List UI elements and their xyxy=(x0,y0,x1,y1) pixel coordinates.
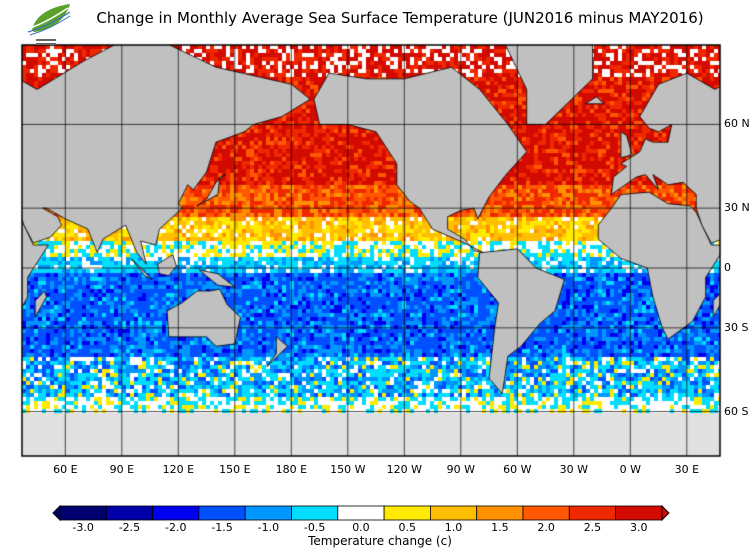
colorbar-tick-label: 2.5 xyxy=(583,521,602,534)
longitude-label: 90 W xyxy=(446,463,475,476)
longitude-label: 0 W xyxy=(619,463,641,476)
colorbar-low-arrow xyxy=(52,504,61,522)
longitude-label: 60 W xyxy=(503,463,532,476)
longitude-label: 150 W xyxy=(330,463,366,476)
longitude-label: 90 E xyxy=(109,463,135,476)
colorbar-swatch xyxy=(244,505,292,521)
longitude-label: 180 E xyxy=(275,463,308,476)
colorbar-tick-label: -1.0 xyxy=(257,521,280,534)
colorbar-tick-label: 3.0 xyxy=(630,521,648,534)
latitude-label: 30 N xyxy=(724,201,750,215)
longitude-label: 120 W xyxy=(386,463,422,476)
colorbar-swatch xyxy=(105,505,154,521)
colorbar-swatch xyxy=(337,505,385,521)
colorbar-swatch xyxy=(383,505,431,521)
colorbar-swatch xyxy=(59,505,107,521)
colorbar-tick-label: 2.0 xyxy=(537,521,555,534)
longitude-label: 120 E xyxy=(162,463,195,476)
colorbar-high-arrow xyxy=(661,504,670,522)
colorbar-tick-label: -0.5 xyxy=(303,521,326,534)
longitude-label: 150 E xyxy=(219,463,251,476)
latitude-label: 30 S xyxy=(724,320,749,334)
colorbar-tick-label: 0.5 xyxy=(398,521,417,534)
latitude-label: 0 xyxy=(724,261,731,274)
colorbar-tick-label: 1.0 xyxy=(444,521,463,534)
colorbar-tick-label: 0.0 xyxy=(352,521,370,534)
colorbar-swatch xyxy=(568,505,616,521)
colorbar-tick-label: 1.5 xyxy=(491,521,509,534)
colorbar-swatch xyxy=(198,505,246,521)
colorbar-swatch xyxy=(476,505,524,521)
colorbar-tick-label: -2.5 xyxy=(118,521,141,534)
colorbar-tick-label: -1.5 xyxy=(211,521,233,534)
colorbar-tick-label: -2.0 xyxy=(165,521,187,534)
colorbar-swatch xyxy=(615,505,663,521)
colorbar-swatch xyxy=(429,505,478,521)
chart-title: Change in Monthly Average Sea Surface Te… xyxy=(96,9,704,27)
colorbar-title: Temperature change (c) xyxy=(308,534,452,548)
colorbar-tick-label: -3.0 xyxy=(72,521,94,534)
latitude-label: 60 S xyxy=(724,404,749,418)
latitude-label: 60 N xyxy=(724,117,750,131)
colorbar-swatch xyxy=(522,505,570,521)
colorbar-swatch xyxy=(291,505,339,521)
longitude-label: 60 E xyxy=(53,463,78,476)
longitude-label: 30 W xyxy=(559,463,588,476)
longitude-label: 30 E xyxy=(674,463,700,476)
colorbar-swatch xyxy=(152,505,200,521)
